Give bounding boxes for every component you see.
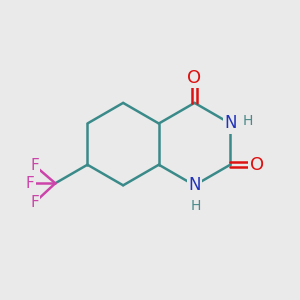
Text: F: F bbox=[30, 158, 39, 173]
Text: N: N bbox=[188, 176, 201, 194]
Text: N: N bbox=[224, 115, 236, 133]
Text: O: O bbox=[250, 156, 264, 174]
Text: O: O bbox=[188, 69, 202, 87]
Text: F: F bbox=[30, 195, 39, 210]
Text: H: H bbox=[191, 200, 201, 214]
Text: F: F bbox=[26, 176, 35, 191]
Text: H: H bbox=[243, 114, 253, 128]
